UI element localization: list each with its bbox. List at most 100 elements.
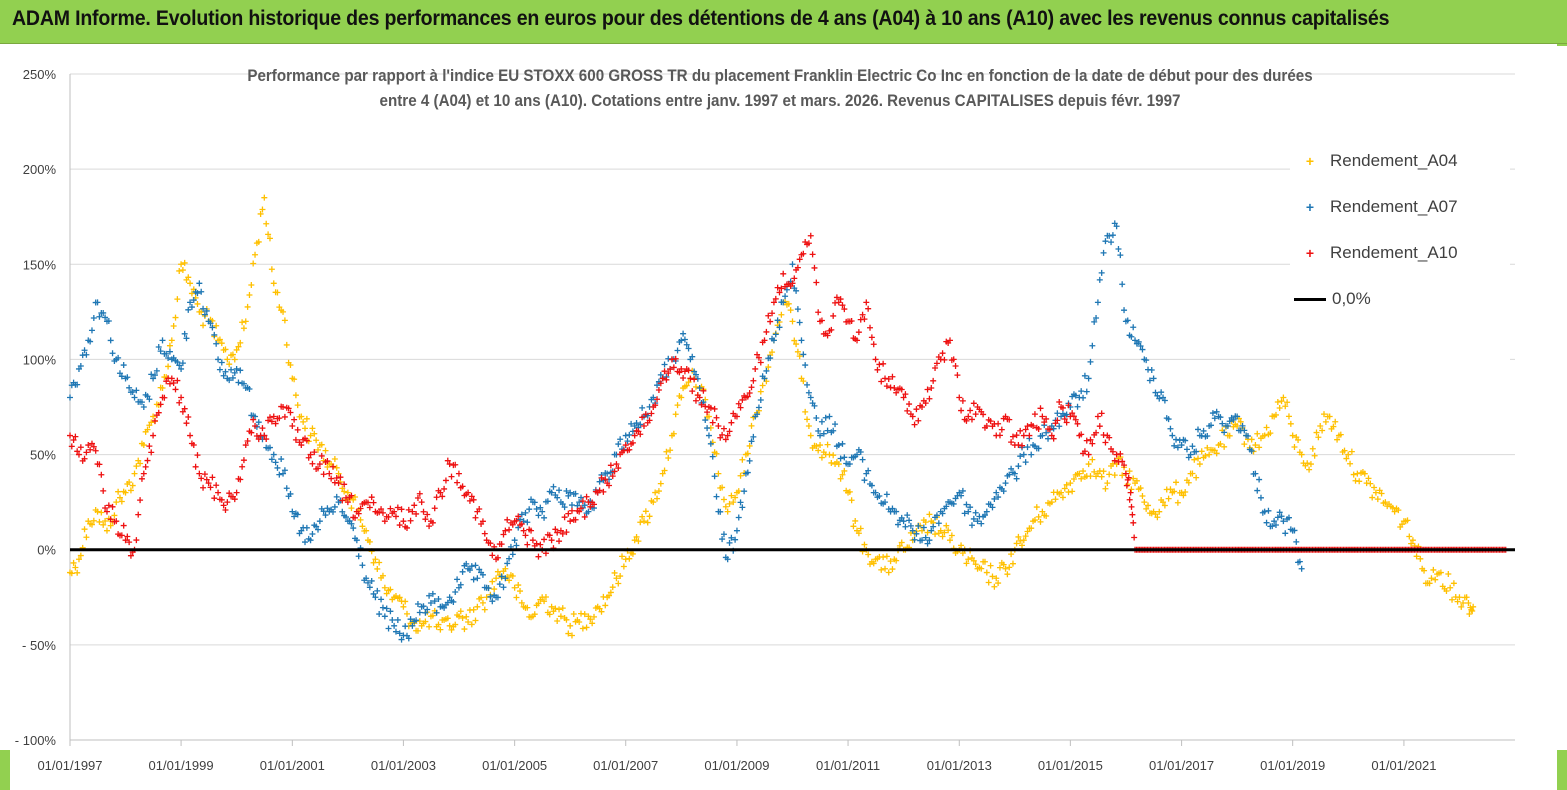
point-rendement-a10 xyxy=(209,474,216,481)
point-rendement-a07 xyxy=(1224,423,1231,430)
point-rendement-a07 xyxy=(637,421,644,428)
point-rendement-a04 xyxy=(185,274,192,281)
point-rendement-a04 xyxy=(646,513,653,520)
point-rendement-a04 xyxy=(280,308,287,315)
point-rendement-a04 xyxy=(1332,418,1339,425)
point-rendement-a10 xyxy=(379,509,386,516)
point-rendement-a07 xyxy=(313,523,320,530)
point-rendement-a07 xyxy=(639,404,646,411)
point-rendement-a10 xyxy=(465,489,472,496)
point-rendement-a07 xyxy=(298,527,305,534)
point-rendement-a10 xyxy=(85,442,92,449)
point-rendement-a10 xyxy=(96,461,103,468)
point-rendement-a07 xyxy=(839,440,846,447)
point-rendement-a04 xyxy=(591,613,598,620)
point-rendement-a10 xyxy=(333,475,340,482)
point-rendement-a04 xyxy=(176,267,183,274)
point-rendement-a04 xyxy=(283,341,290,348)
point-rendement-a04 xyxy=(1078,475,1085,482)
point-rendement-a10 xyxy=(800,250,807,257)
point-rendement-a10 xyxy=(259,425,266,432)
point-rendement-a04 xyxy=(276,304,283,311)
point-rendement-a04 xyxy=(719,484,726,491)
point-rendement-a10 xyxy=(316,461,323,468)
point-rendement-a04 xyxy=(1221,443,1228,450)
point-rendement-a04 xyxy=(535,600,542,607)
point-rendement-a04 xyxy=(68,570,75,577)
x-tick-label: 01/01/2001 xyxy=(260,758,325,773)
point-rendement-a10 xyxy=(1031,411,1038,418)
point-rendement-a04 xyxy=(461,626,468,633)
point-rendement-a07 xyxy=(563,487,570,494)
point-rendement-a07 xyxy=(330,508,337,515)
point-rendement-a07 xyxy=(1274,514,1281,521)
point-rendement-a10 xyxy=(368,494,375,501)
point-rendement-a10 xyxy=(924,386,931,393)
point-rendement-a10 xyxy=(959,397,966,404)
point-rendement-a04 xyxy=(987,562,994,569)
point-rendement-a07 xyxy=(895,521,902,528)
point-rendement-a07 xyxy=(374,587,381,594)
point-rendement-a04 xyxy=(457,608,464,615)
point-rendement-a10 xyxy=(687,375,694,382)
point-rendement-a07 xyxy=(989,504,996,511)
point-rendement-a07 xyxy=(626,431,633,438)
point-rendement-a10 xyxy=(504,516,511,523)
point-rendement-a04 xyxy=(261,194,268,201)
point-rendement-a04 xyxy=(787,307,794,314)
point-rendement-a04 xyxy=(1399,521,1406,528)
point-rendement-a04 xyxy=(1098,473,1105,480)
point-rendement-a07 xyxy=(746,457,753,464)
point-rendement-a07 xyxy=(811,402,818,409)
point-rendement-a07 xyxy=(228,366,235,373)
point-rendement-a10 xyxy=(468,493,475,500)
point-rendement-a04 xyxy=(1348,448,1355,455)
point-rendement-a10 xyxy=(472,514,479,521)
point-rendement-a07 xyxy=(1265,507,1272,514)
point-rendement-a10 xyxy=(733,413,740,420)
point-rendement-a04 xyxy=(187,280,194,287)
point-rendement-a04 xyxy=(1028,525,1035,532)
point-rendement-a07 xyxy=(1024,444,1031,451)
point-rendement-a04 xyxy=(1447,584,1454,591)
point-rendement-a07 xyxy=(818,418,825,425)
legend-marker-zero xyxy=(1294,297,1326,301)
point-rendement-a07 xyxy=(188,304,195,311)
point-rendement-a10 xyxy=(433,494,440,501)
point-rendement-a07 xyxy=(133,387,140,394)
point-rendement-a07 xyxy=(1074,403,1081,410)
point-rendement-a07 xyxy=(203,307,210,314)
point-rendement-a07 xyxy=(796,319,803,326)
point-rendement-a10 xyxy=(224,499,231,506)
point-rendement-a04 xyxy=(735,488,742,495)
point-rendement-a10 xyxy=(1131,534,1138,541)
point-rendement-a07 xyxy=(1085,375,1092,382)
point-rendement-a07 xyxy=(1011,470,1018,477)
point-rendement-a04 xyxy=(1463,594,1470,601)
point-rendement-a07 xyxy=(416,609,423,616)
x-tick-label: 01/01/2009 xyxy=(704,758,769,773)
point-rendement-a10 xyxy=(891,384,898,391)
y-tick-label: 50% xyxy=(30,448,56,463)
point-rendement-a04 xyxy=(416,618,423,625)
point-rendement-a10 xyxy=(266,414,273,421)
point-rendement-a07 xyxy=(294,511,301,518)
point-rendement-a04 xyxy=(730,499,737,506)
x-tick-label: 01/01/2005 xyxy=(482,758,547,773)
point-rendement-a04 xyxy=(274,289,281,296)
point-rendement-a10 xyxy=(839,302,846,309)
point-rendement-a04 xyxy=(200,322,207,329)
point-rendement-a10 xyxy=(796,256,803,263)
point-rendement-a04 xyxy=(90,517,97,524)
point-rendement-a04 xyxy=(1024,528,1031,535)
point-rendement-a10 xyxy=(909,413,916,420)
point-rendement-a04 xyxy=(1152,511,1159,518)
point-rendement-a10 xyxy=(398,506,405,513)
point-rendement-a04 xyxy=(1143,505,1150,512)
point-rendement-a04 xyxy=(1311,452,1318,459)
point-rendement-a04 xyxy=(140,442,147,449)
point-rendement-a07 xyxy=(370,590,377,597)
point-rendement-a07 xyxy=(559,500,566,507)
point-rendement-a10 xyxy=(348,492,355,499)
